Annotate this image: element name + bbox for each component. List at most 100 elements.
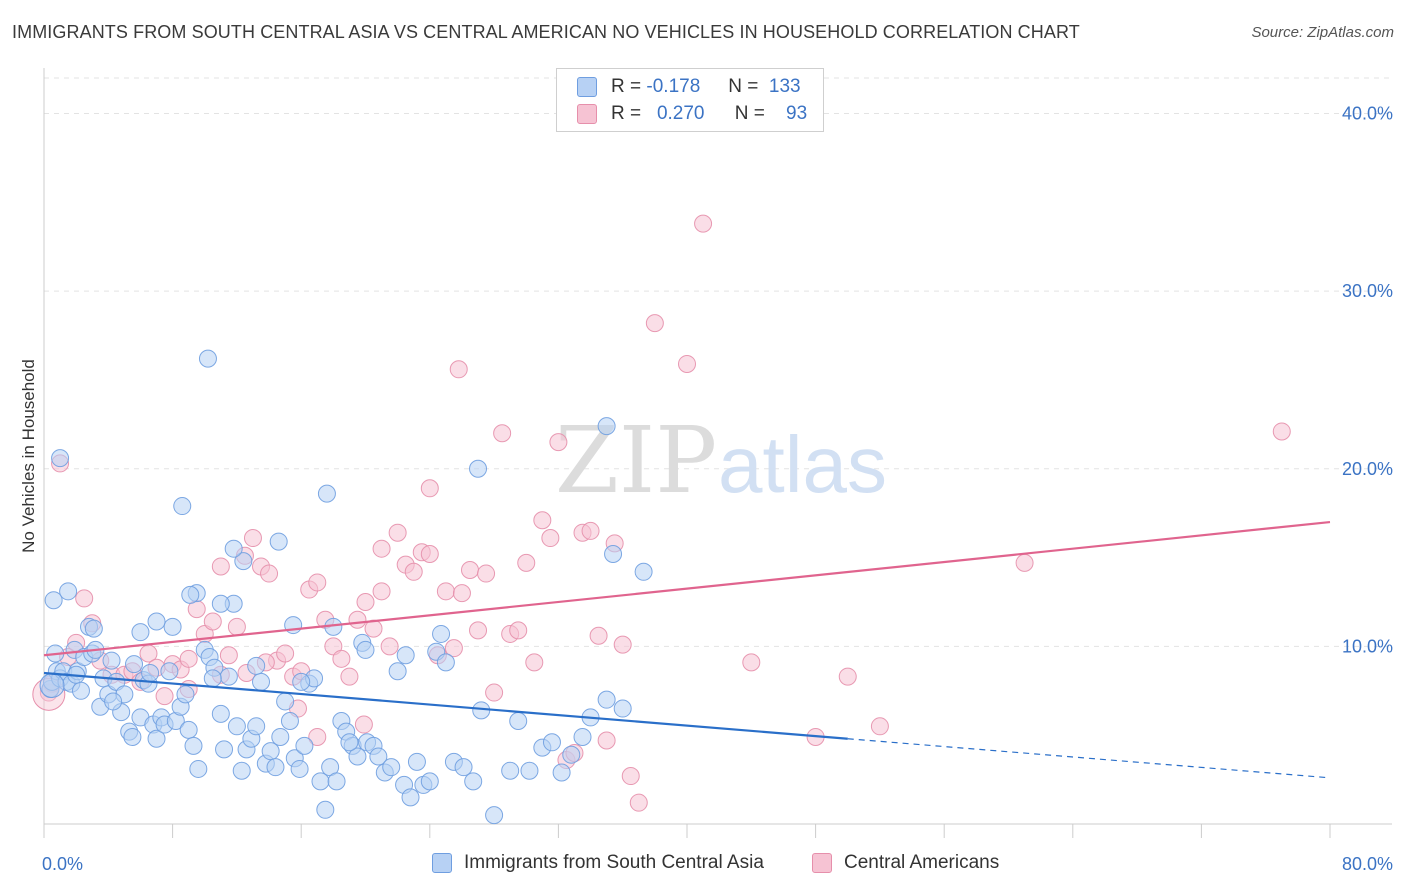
trend-line-south-central-asia — [43, 671, 848, 740]
data-point — [147, 612, 166, 631]
data-point — [621, 767, 640, 786]
data-point — [155, 687, 174, 706]
data-point — [141, 664, 160, 683]
chart-title: IMMIGRANTS FROM SOUTH CENTRAL ASIA VS CE… — [12, 22, 1080, 42]
data-point — [493, 424, 512, 443]
data-point — [369, 747, 388, 766]
data-point — [147, 729, 166, 748]
series-legend-label: Immigrants from South Central Asia — [464, 852, 764, 873]
data-point — [460, 561, 479, 580]
data-point — [542, 733, 561, 752]
data-point — [401, 788, 420, 807]
data-point — [407, 752, 426, 771]
series-legend-item-blue[interactable]: Immigrants from South Central Asia — [432, 852, 764, 874]
data-point — [509, 711, 528, 730]
data-point — [501, 761, 520, 780]
data-point — [123, 727, 142, 746]
data-point — [211, 594, 230, 613]
data-point — [477, 564, 496, 583]
data-point — [179, 649, 198, 668]
data-point — [211, 557, 230, 576]
legend-n-label: N = — [728, 76, 759, 97]
data-point — [227, 717, 246, 736]
data-point — [613, 699, 632, 718]
data-point — [215, 740, 234, 759]
data-point — [276, 644, 295, 663]
series-swatch-pink — [812, 853, 832, 873]
data-point — [131, 623, 150, 642]
y-axis-title: No Vehicles in Household — [19, 359, 38, 553]
data-point — [629, 793, 648, 812]
data-point — [308, 573, 327, 592]
data-point — [189, 759, 208, 778]
data-point — [552, 763, 571, 782]
data-point — [173, 497, 192, 516]
data-point — [645, 314, 664, 333]
data-point — [316, 800, 335, 819]
data-point — [317, 484, 336, 503]
legend-r-value: -0.178 — [646, 76, 701, 97]
data-point — [261, 742, 280, 761]
data-point — [348, 747, 367, 766]
data-point — [219, 667, 238, 686]
data-point — [280, 711, 299, 730]
data-point — [104, 692, 123, 711]
data-point — [176, 685, 195, 704]
data-point — [436, 582, 455, 601]
trend-line-central-americans — [43, 520, 1331, 657]
y-tick-label: 30.0% — [1342, 281, 1393, 301]
data-point — [311, 772, 330, 791]
data-point — [604, 545, 623, 564]
data-point — [382, 758, 401, 777]
data-point — [39, 672, 65, 698]
data-point — [179, 720, 198, 739]
data-point — [181, 585, 200, 604]
data-point — [485, 683, 504, 702]
data-point — [694, 214, 713, 233]
data-point — [327, 772, 346, 791]
data-point — [597, 731, 616, 750]
data-point — [678, 354, 696, 373]
data-point — [224, 539, 243, 558]
data-point — [372, 582, 391, 601]
data-point — [84, 619, 103, 638]
data-point — [597, 690, 616, 709]
series-legend: Immigrants from South Central Asia Centr… — [0, 852, 1406, 878]
data-point — [404, 562, 423, 581]
trend-line-extension — [847, 738, 1331, 779]
data-point — [356, 592, 375, 611]
data-point — [203, 669, 222, 688]
data-point — [464, 772, 483, 791]
data-point — [247, 717, 266, 736]
x-tick-label: 80.0% — [1342, 854, 1393, 874]
data-point — [219, 646, 238, 665]
stats-legend: R = -0.178 N = 133 R = 0.270 N = 93 — [556, 68, 824, 132]
data-point — [454, 758, 473, 777]
y-tick-label: 10.0% — [1342, 636, 1393, 656]
data-point — [276, 692, 295, 711]
data-point — [509, 621, 528, 640]
data-point — [838, 667, 857, 686]
data-point — [469, 621, 488, 640]
trend-lines — [43, 520, 1331, 779]
data-point — [517, 553, 536, 572]
data-point — [549, 433, 568, 452]
data-point — [227, 617, 246, 636]
data-point — [203, 612, 222, 631]
legend-r-value: 0.270 — [656, 103, 705, 124]
legend-n-value: 93 — [786, 103, 808, 124]
source-credit: Source: ZipAtlas.com — [1251, 24, 1394, 41]
data-point — [444, 639, 463, 658]
series-legend-item-pink[interactable]: Central Americans — [812, 852, 999, 874]
data-point — [340, 733, 359, 752]
data-point — [160, 662, 179, 681]
data-point — [295, 736, 314, 755]
data-point — [469, 459, 488, 478]
data-point — [597, 417, 616, 436]
data-point — [232, 761, 251, 780]
data-point — [184, 736, 203, 755]
watermark-zip: ZIP — [555, 407, 717, 514]
data-point — [525, 653, 544, 672]
data-point — [340, 667, 359, 686]
